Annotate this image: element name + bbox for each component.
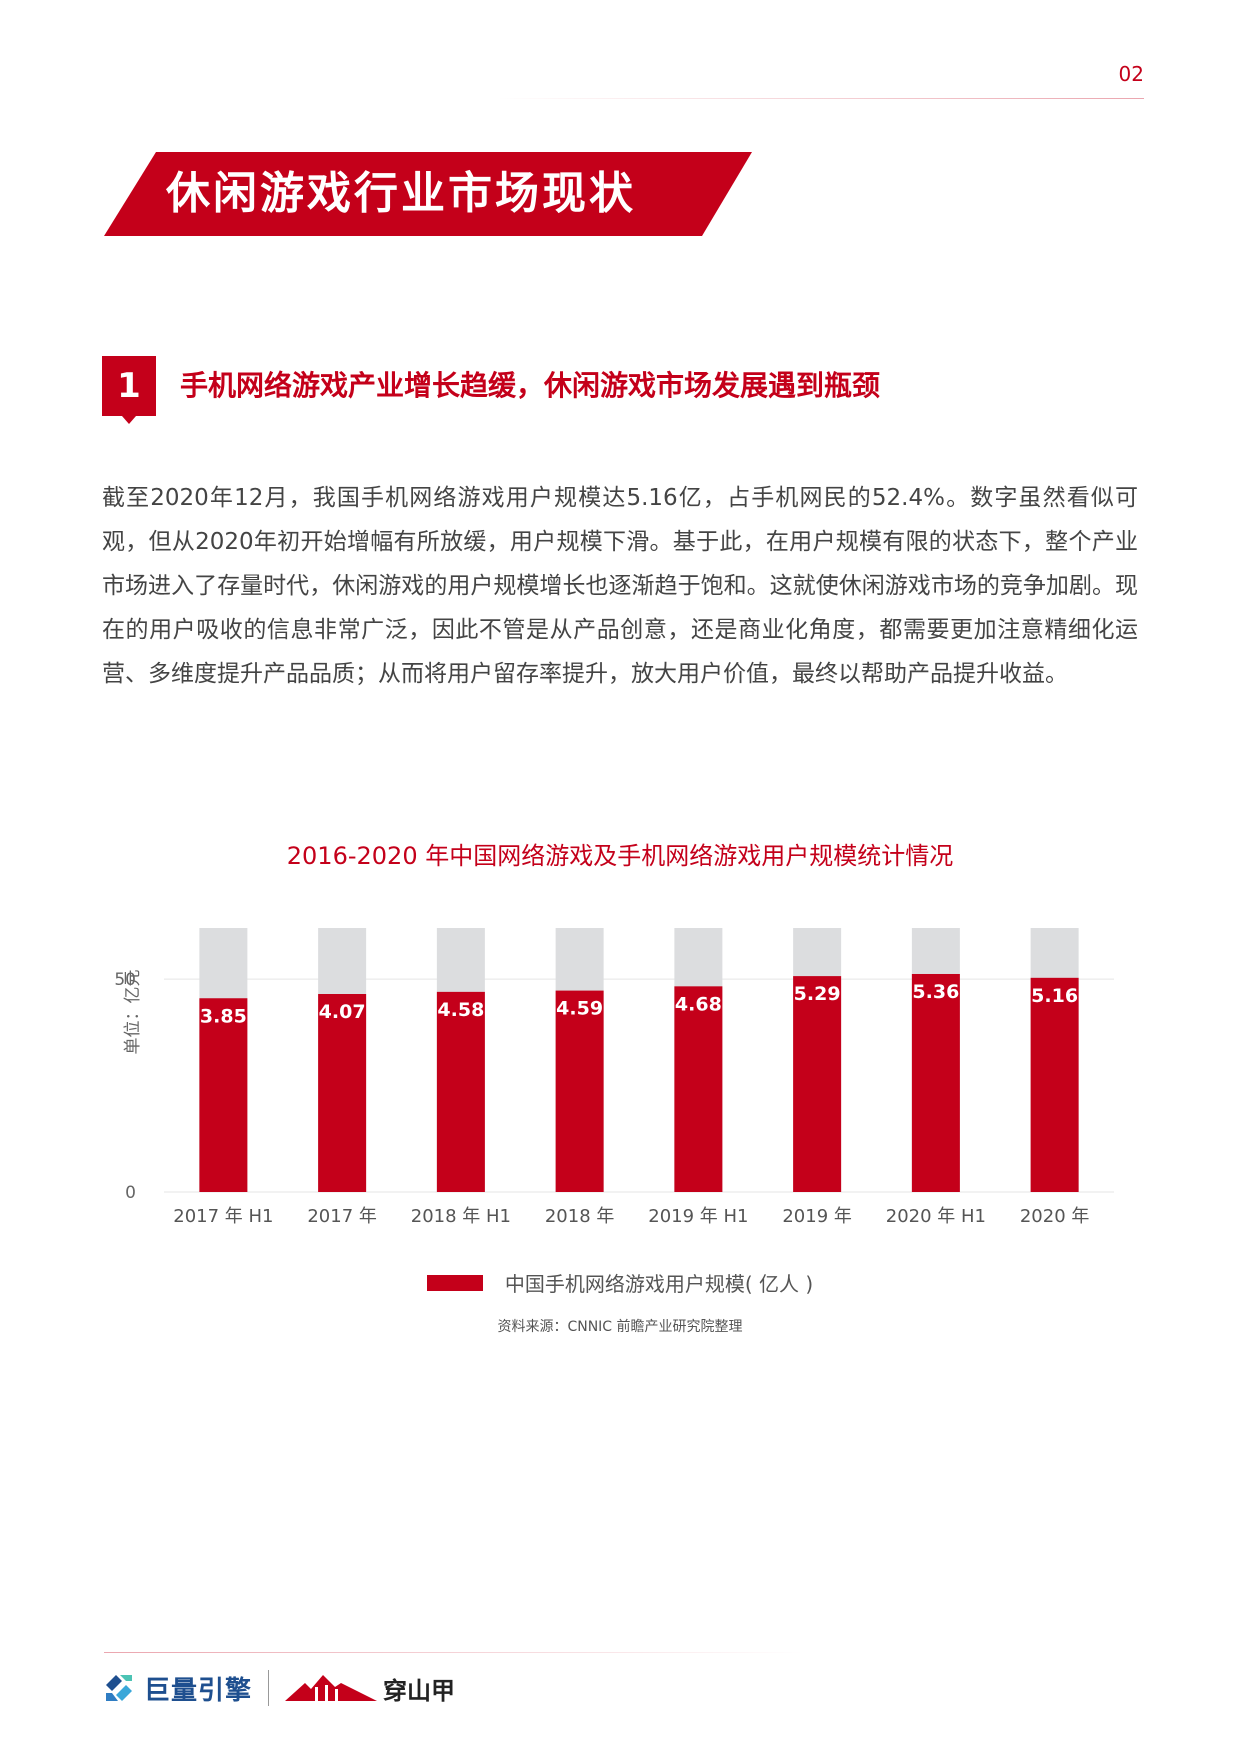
chart-labels: 3.85 2017 年 H1 4.07 2017 年 4.58 2018 年 H1 4.59… bbox=[173, 981, 1089, 1227]
footer-rule bbox=[104, 1652, 804, 1653]
source-note: 资料来源：CNNIC 前瞻产业研究院整理 bbox=[497, 1319, 743, 1335]
section-heading: 手机网络游戏产业增长趋缓，休闲游戏市场发展遇到瓶颈 bbox=[180, 369, 881, 402]
data-bar bbox=[793, 976, 842, 1192]
bar-value-label: 4.58 bbox=[437, 999, 484, 1021]
body-paragraph: 截至2020年12月，我国手机网络游戏用户规模达5.16亿，占手机网民的52.4… bbox=[102, 485, 1138, 687]
data-bar bbox=[199, 998, 248, 1192]
top-rule bbox=[496, 98, 1144, 99]
y-tick-label: 50 bbox=[114, 970, 136, 990]
x-tick-label: 2017 年 H1 bbox=[173, 1206, 273, 1227]
x-tick-label: 2020 年 bbox=[1020, 1206, 1090, 1227]
bar-value-label: 5.29 bbox=[794, 983, 841, 1005]
legend-swatch bbox=[426, 1274, 483, 1291]
chart-legend: 中国手机网络游戏用户规模( 亿人 ) bbox=[0, 1268, 1240, 1297]
bar-value-label: 4.68 bbox=[675, 993, 722, 1015]
x-tick-label: 2018 年 H1 bbox=[411, 1206, 511, 1227]
juliang-engine-logo-icon bbox=[106, 1675, 132, 1701]
title-banner: 休闲游戏行业市场现状 bbox=[104, 152, 752, 236]
bar-value-label: 3.85 bbox=[200, 1005, 247, 1027]
y-axis-label: 单位：亿元 bbox=[123, 970, 143, 1055]
data-bar bbox=[555, 990, 604, 1192]
section-number: 1 bbox=[117, 366, 141, 406]
legend-label: 中国手机网络游戏用户规模( 亿人 ) bbox=[504, 1272, 814, 1296]
chart-grid: 0 50 bbox=[114, 970, 1114, 1203]
chart-title: 2016-2020 年中国网络游戏及手机网络游戏用户规模统计情况 bbox=[286, 842, 954, 870]
bar-value-label: 4.07 bbox=[319, 1001, 366, 1023]
x-tick-label: 2018 年 bbox=[545, 1206, 615, 1227]
bar-value-label: 5.36 bbox=[912, 981, 959, 1003]
x-tick-label: 2020 年 H1 bbox=[886, 1206, 986, 1227]
x-tick-label: 2019 年 bbox=[782, 1206, 852, 1227]
bar-value-label: 4.59 bbox=[556, 998, 603, 1020]
footer-divider bbox=[268, 1670, 270, 1706]
bar-chart: 0 50 3.85 2017 年 H1 4.07 2017 年 4.58 2018 年 H1… bbox=[114, 928, 1114, 1227]
x-tick-label: 2017 年 bbox=[307, 1206, 377, 1227]
data-bar bbox=[674, 986, 723, 1192]
y-tick-label: 0 bbox=[125, 1183, 136, 1203]
pangle-logo-text: 穿山甲 bbox=[383, 1676, 456, 1705]
page-number: 02 bbox=[1118, 62, 1144, 86]
data-bar bbox=[1030, 977, 1079, 1192]
data-bar bbox=[318, 994, 367, 1192]
section-badge-shape bbox=[102, 356, 156, 424]
section-badge: 1 bbox=[102, 356, 156, 424]
banner-shape bbox=[104, 152, 752, 236]
x-tick-label: 2019 年 H1 bbox=[648, 1206, 748, 1227]
bar-value-label: 5.16 bbox=[1031, 985, 1078, 1007]
pangle-logo-icon bbox=[285, 1675, 378, 1701]
data-bar bbox=[436, 991, 485, 1192]
juliang-engine-logo-text: 巨量引擎 bbox=[144, 1675, 253, 1706]
banner-title: 休闲游戏行业市场现状 bbox=[166, 168, 636, 219]
data-bar bbox=[911, 973, 960, 1192]
footer-logos: 巨量引擎 穿山甲 bbox=[102, 1664, 455, 1712]
chart-bars bbox=[199, 928, 1079, 1192]
